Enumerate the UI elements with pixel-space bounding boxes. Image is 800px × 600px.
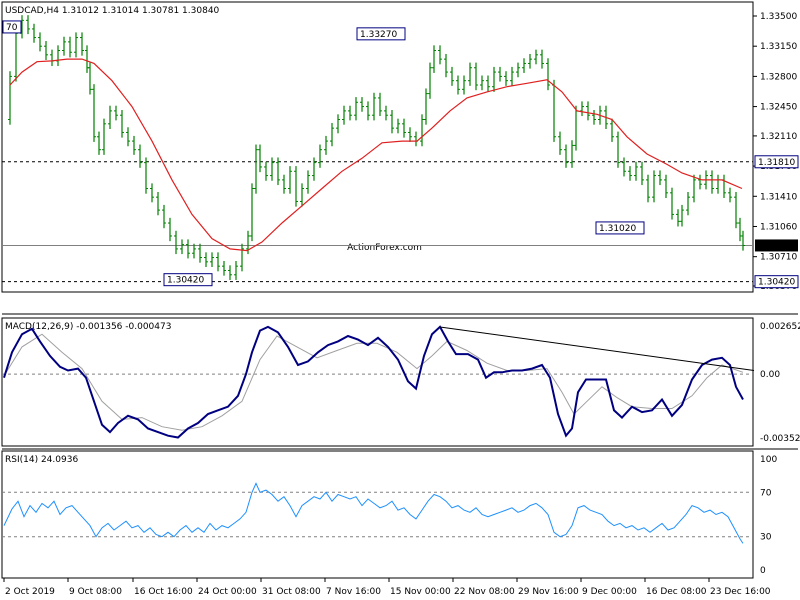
- rsi-line: [3, 482, 744, 544]
- time-tick-label: 15 Nov 00:00: [390, 587, 451, 597]
- right-price-label: 1.31810: [758, 158, 795, 168]
- macd-tick-label: 0.00: [760, 370, 780, 380]
- panel-frame-2: [1, 450, 754, 579]
- rsi-tick-label: 100: [760, 455, 777, 465]
- rsi-panel: 100 70 30 0 RSI(14) 24.0936: [2, 455, 777, 576]
- time-tick-label: 9 Oct 08:00: [69, 587, 122, 597]
- price-tick-label: 1.33500: [760, 12, 797, 22]
- right-price-label-box: [754, 155, 799, 169]
- price-title: USDCAD,H4 1.31012 1.31014 1.30781 1.3084…: [5, 6, 220, 16]
- price-annotation: 1.33270: [360, 30, 397, 40]
- macd-line: [3, 325, 744, 439]
- price-annotation-box: [356, 27, 406, 41]
- right-price-label-box: [754, 275, 799, 289]
- rsi-tick-label: 70: [760, 488, 772, 498]
- time-tick-label: 16 Oct 16:00: [134, 587, 193, 597]
- price-annotation-box: [163, 273, 213, 287]
- price-tick-label: 1.30710: [760, 253, 797, 263]
- macd-panel: 0.002652 0.00 -0.003526 MACD(12,26,9) -0.00…: [2, 322, 800, 444]
- rsi-tick-label: 0: [760, 566, 766, 576]
- price-tick-label: 1.31410: [760, 192, 797, 202]
- right-price-label: 1.30420: [758, 278, 795, 288]
- rsi-title: RSI(14) 24.0936: [5, 455, 78, 465]
- time-tick-label: 24 Oct 00:00: [198, 587, 257, 597]
- price-tick-label: 1.31060: [760, 222, 797, 232]
- watermark: ActionForex.com: [347, 243, 422, 253]
- rsi-tick-label: 30: [760, 533, 772, 543]
- macd-title: MACD(12,26,9) -0.001356 -0.000473: [5, 322, 171, 332]
- time-tick-label: 29 Nov 16:00: [518, 587, 579, 597]
- price-annotation: 1.31020: [599, 224, 636, 234]
- right-price-label: 1.30840: [758, 241, 795, 251]
- time-tick-label: 23 Dec 16:00: [710, 587, 771, 597]
- price-annotation-box: [595, 221, 645, 235]
- price-tick-label: 1.33150: [760, 42, 797, 52]
- macd-tick-label: -0.003526: [760, 434, 800, 444]
- price-panel: ActionForex.com 1.33500 1.33150 1.32800 1.32…: [2, 6, 799, 292]
- panel-frame-1: [1, 317, 754, 447]
- macd-signal-line: [3, 333, 744, 431]
- panel-frame-0: [1, 1, 754, 293]
- time-tick-label: 2 Oct 2019: [5, 587, 55, 597]
- price-annotation: 1.30420: [167, 276, 204, 286]
- time-axis: 2 Oct 2019 9 Oct 08:00 16 Oct 16:00 24 Oct …: [3, 578, 771, 597]
- price-tick-label: 1.32110: [760, 132, 797, 142]
- time-tick-label: 16 Dec 08:00: [646, 587, 707, 597]
- price-annotation-box: [2, 20, 22, 34]
- time-tick-label: 31 Oct 08:00: [262, 587, 321, 597]
- price-tick-label: 1.32450: [760, 103, 797, 113]
- moving-average-line: [9, 58, 743, 252]
- time-tick-label: 9 Dec 00:00: [582, 587, 637, 597]
- right-price-label-box: [755, 239, 798, 252]
- panel-frames: [1, 1, 798, 579]
- price-tick-label: 1.32800: [760, 72, 797, 82]
- price-annotation: 70: [6, 23, 18, 33]
- macd-tick-label: 0.002652: [760, 322, 800, 332]
- time-tick-label: 22 Nov 08:00: [454, 587, 515, 597]
- time-tick-label: 7 Nov 16:00: [326, 587, 381, 597]
- macd-trendline: [439, 326, 755, 371]
